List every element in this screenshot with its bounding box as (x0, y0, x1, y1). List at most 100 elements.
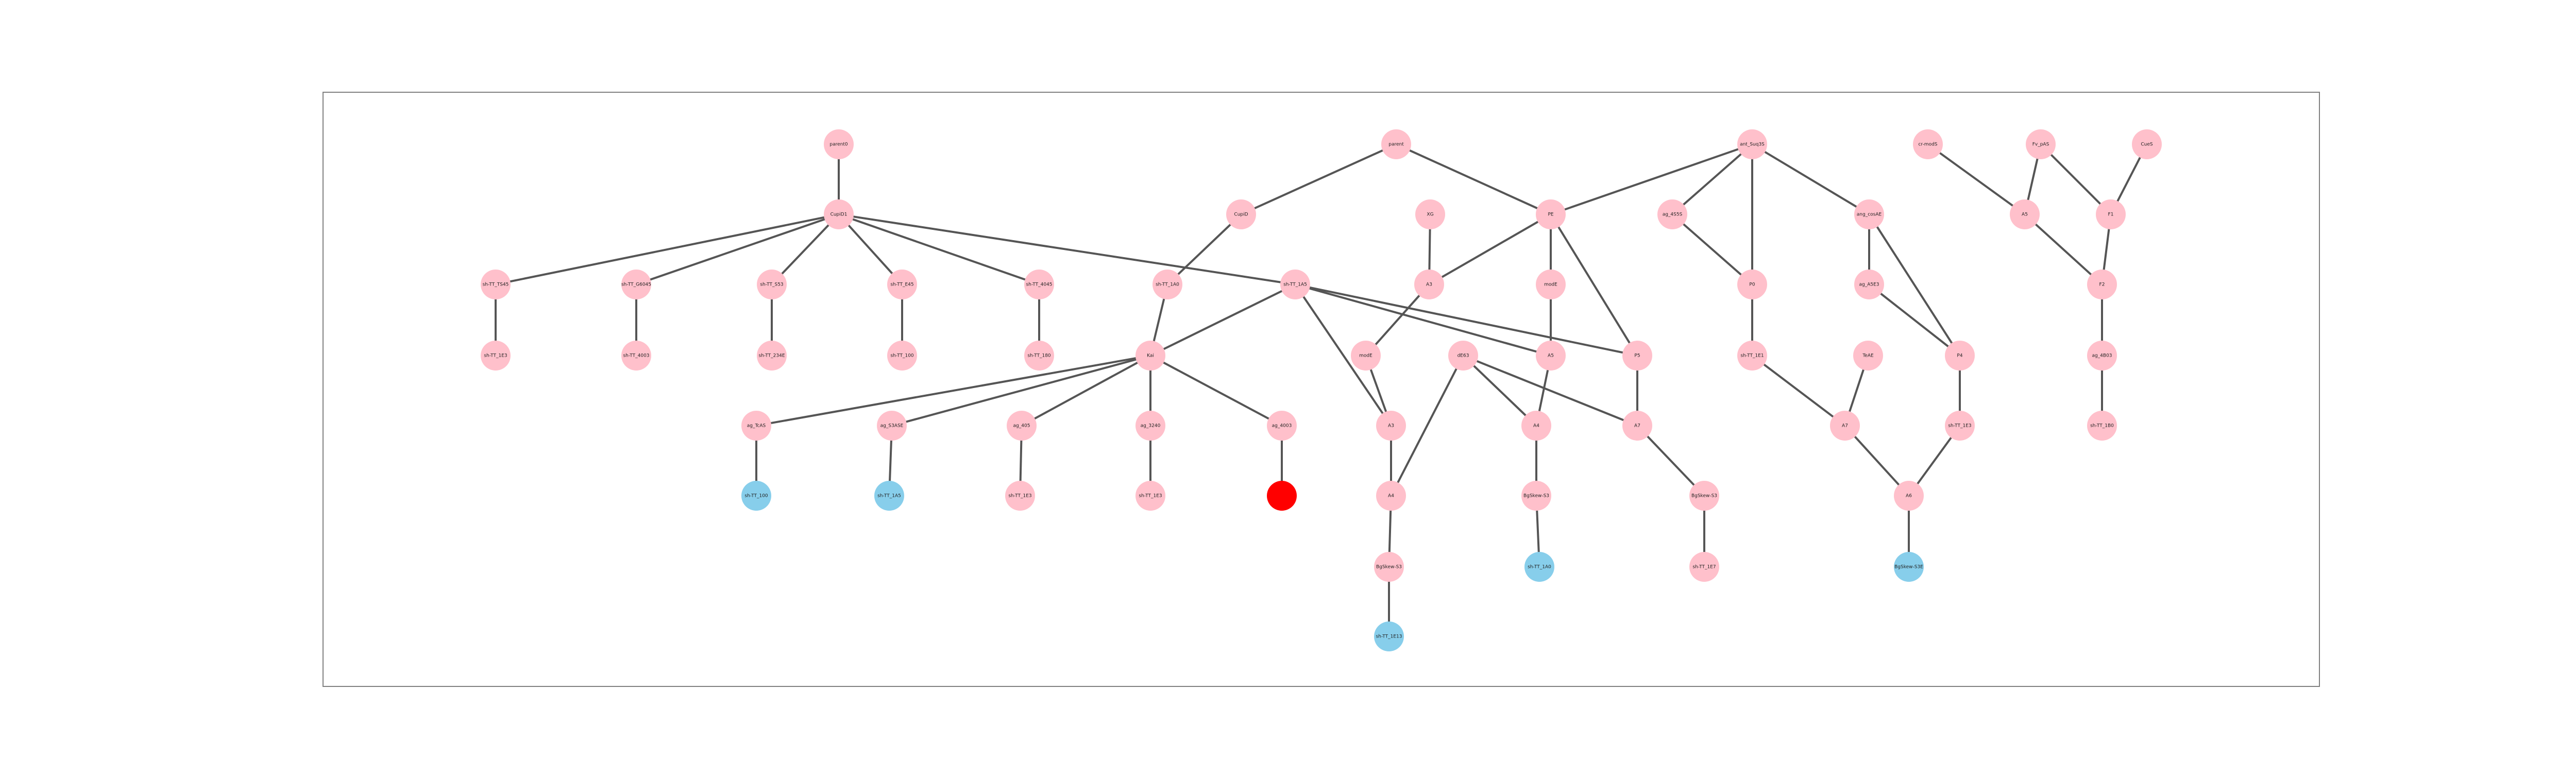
node-circle (1521, 411, 1551, 441)
graph-edge (1295, 283, 1551, 357)
node-label: sh-TT_234E (758, 354, 785, 359)
node-circle (741, 481, 771, 511)
node-circle (1657, 199, 1687, 229)
graph-edge (1751, 143, 1870, 215)
node-circle (1267, 481, 1297, 511)
node-label: PE (1548, 212, 1553, 217)
node-circle (1376, 481, 1406, 511)
node-circle (1448, 341, 1478, 371)
graph-edge (1390, 355, 1464, 496)
graph-node (1267, 481, 1297, 511)
graph-node: ag_3240 (1136, 411, 1165, 441)
node-circle (1136, 481, 1165, 511)
graph-node: sh-TT_1E7 (1689, 552, 1719, 582)
node-circle (1521, 481, 1551, 511)
graph-node: sh-TT_100 (741, 481, 771, 511)
graph-node: sh-TT_1E13 (1374, 621, 1404, 651)
graph-edge (495, 213, 839, 285)
graph-node: Kai (1136, 341, 1165, 371)
graph-node: sh-TT_4003 (621, 341, 651, 371)
node-circle (1913, 129, 1943, 159)
node-label: A7 (1842, 424, 1848, 429)
graph-node: sh-TT_100 (887, 341, 917, 371)
graph-node: A5 (1536, 341, 1566, 371)
graph-node: sh-TT_1E1 (1737, 341, 1767, 371)
node-circle (621, 270, 651, 299)
graph-node: ag_4003 (1267, 411, 1297, 441)
graph-node: sh-TT_234E (757, 341, 787, 371)
node-circle (1536, 199, 1566, 229)
graph-node: A4 (1521, 411, 1551, 441)
node-circle (481, 341, 511, 371)
node-label: sh-TT_180 (1027, 354, 1051, 359)
node-label: sh-TT_1E3 (1008, 494, 1031, 499)
node-circle (1737, 270, 1767, 299)
node-label: dE63 (1458, 354, 1469, 359)
graph-edge (1365, 283, 1430, 357)
graph-node: P0 (1737, 270, 1767, 299)
node-circle (1024, 341, 1054, 371)
node-label: ag_4B03 (2092, 354, 2112, 359)
node-label: sh-TT_100 (744, 494, 768, 499)
graph-node: ag_4B03 (2087, 341, 2117, 371)
graph-node: sh-TT_1A0 (1524, 552, 1554, 582)
graph-edge (771, 213, 840, 285)
graph-edge (1844, 425, 1910, 497)
node-label: BgSkew-S3 (1376, 565, 1402, 570)
node-label: A7 (1634, 424, 1640, 429)
graph-edge (1429, 213, 1551, 285)
graph-edge (1396, 143, 1551, 215)
graph-node: BgSkew-S3 (1689, 481, 1719, 511)
graph-node: A4 (1376, 481, 1406, 511)
node-circle (1830, 411, 1860, 441)
node-label: A5 (2022, 212, 2028, 217)
node-circle (877, 411, 907, 441)
graph-edge (838, 213, 1040, 285)
node-label: parent0 (829, 142, 848, 147)
node-circle (1280, 270, 1310, 299)
node-circle (824, 129, 854, 159)
node-label: A6 (1906, 494, 1912, 499)
node-circle (1153, 270, 1182, 299)
node-label: ag_4003 (1272, 424, 1292, 429)
node-label: Kai (1147, 354, 1154, 359)
node-label: sh-TT_E45 (890, 282, 913, 288)
node-circle (1136, 341, 1165, 371)
graph-node: XG (1415, 199, 1445, 229)
graph-node: modE (1351, 341, 1381, 371)
node-circle (1024, 270, 1054, 299)
node-circle (1622, 411, 1652, 441)
node-label: sh-TT_1B0 (2090, 424, 2114, 429)
graph-node: dE63 (1448, 341, 1478, 371)
graph-edge (1751, 355, 1846, 427)
graph-edge (1150, 355, 1282, 427)
graph-node: A3 (1414, 270, 1444, 299)
graph-node: ant_Suq3S (1737, 129, 1767, 159)
node-label: XG (1427, 212, 1433, 217)
node-circle (1414, 270, 1444, 299)
graph-node: ang_cosAE (1854, 199, 1884, 229)
graph-edge (1550, 143, 1753, 215)
node-circle (1374, 552, 1404, 582)
node-circle (1136, 411, 1165, 441)
node-label: P4 (1957, 354, 1962, 359)
node-circle (1737, 341, 1767, 371)
node-circle (887, 341, 917, 371)
graph-node: BgSkew-S3 (1521, 481, 1551, 511)
node-circle (1854, 199, 1884, 229)
graph-node: parent (1381, 129, 1411, 159)
graph-node: A7 (1622, 411, 1652, 441)
node-circle (2087, 270, 2117, 299)
node-circle (874, 481, 904, 511)
node-label: sh-TT_TS45 (483, 282, 509, 288)
node-label: ang_cosAE (1857, 212, 1882, 217)
node-label: ag_S3ASE (880, 424, 904, 429)
node-circle (1376, 411, 1406, 441)
node-label: CupiD1 (831, 212, 848, 217)
graph-node: sh-TT_E45 (887, 270, 917, 299)
node-label: A4 (1533, 424, 1539, 429)
node-circle (1007, 411, 1037, 441)
edges-layer (495, 143, 2148, 636)
node-label: sh-TT_1A0 (1528, 565, 1551, 570)
node-label: parent (1388, 142, 1404, 147)
